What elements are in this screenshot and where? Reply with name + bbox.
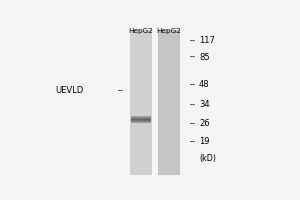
Text: 85: 85	[199, 53, 210, 62]
Text: UEVLD: UEVLD	[55, 86, 83, 95]
Text: --: --	[190, 80, 196, 89]
Bar	[131, 119, 151, 120]
Text: 34: 34	[199, 100, 210, 109]
Text: HepG2: HepG2	[156, 28, 181, 34]
Bar	[131, 116, 151, 117]
Bar	[131, 118, 151, 119]
Text: --: --	[190, 100, 196, 109]
Bar	[131, 120, 151, 121]
Bar	[158, 30, 180, 175]
Text: --: --	[190, 137, 196, 146]
Text: --: --	[118, 86, 124, 95]
Bar	[130, 30, 152, 175]
Bar	[131, 117, 151, 118]
Bar	[131, 121, 151, 122]
Text: HepG2: HepG2	[128, 28, 153, 34]
Text: 48: 48	[199, 80, 210, 89]
Text: --: --	[190, 53, 196, 62]
Text: --: --	[190, 119, 196, 128]
Text: 26: 26	[199, 119, 210, 128]
Text: (kD): (kD)	[199, 154, 216, 163]
Text: --: --	[190, 36, 196, 45]
Text: 117: 117	[199, 36, 215, 45]
Text: 19: 19	[199, 137, 210, 146]
Bar	[131, 117, 151, 118]
Bar	[131, 122, 151, 123]
